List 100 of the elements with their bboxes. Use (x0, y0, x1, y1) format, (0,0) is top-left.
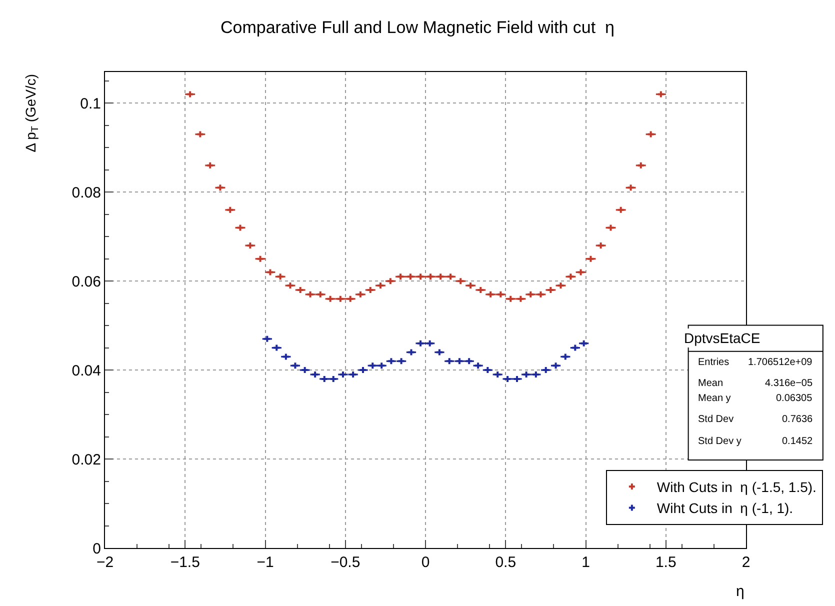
point (578, 269, 584, 276)
point (572, 344, 578, 351)
x-tick-label: −0.5 (330, 554, 360, 571)
point (598, 242, 604, 248)
x-tick-label: 0 (421, 554, 430, 571)
point (478, 286, 484, 293)
point (548, 286, 554, 293)
point (427, 274, 434, 280)
point (638, 162, 644, 168)
point (267, 269, 274, 276)
point (508, 296, 514, 302)
point (523, 372, 530, 378)
point (388, 358, 394, 364)
point (360, 367, 366, 374)
point (418, 340, 424, 346)
point (408, 349, 414, 356)
point (588, 256, 594, 262)
legend-label: Wiht Cuts in η (-1, 1). (656, 500, 794, 516)
point (618, 206, 624, 213)
point (488, 291, 494, 298)
y-tick-label: 0.02 (72, 451, 101, 468)
annotation: Mean y (698, 393, 731, 404)
annotation: Std Dev y (698, 436, 742, 447)
point (282, 354, 289, 360)
point (387, 278, 394, 284)
text: 0.06305 (776, 393, 813, 404)
point (407, 274, 414, 280)
point (498, 291, 504, 298)
point (468, 282, 474, 289)
point (330, 376, 336, 382)
chart-title: Comparative Full and Low Magnetic Field with cut η (220, 18, 615, 38)
point (217, 184, 224, 191)
point (227, 206, 234, 213)
point (514, 376, 520, 382)
point (418, 274, 424, 280)
point (446, 358, 452, 364)
point (357, 291, 364, 298)
point (532, 372, 539, 378)
point (277, 274, 284, 280)
point (378, 362, 385, 369)
point (287, 282, 294, 289)
point (377, 282, 384, 289)
point (297, 286, 304, 293)
point (504, 376, 511, 382)
point (580, 340, 587, 346)
point (628, 184, 634, 191)
point (484, 367, 491, 374)
text: 1.706512e+09 (748, 357, 813, 368)
point (327, 296, 334, 302)
point (307, 291, 314, 298)
point (658, 91, 664, 98)
point (274, 344, 280, 351)
point (398, 358, 404, 364)
point (398, 274, 404, 280)
annotation: Entries (698, 357, 730, 368)
point (562, 354, 568, 360)
point (247, 242, 254, 248)
y-tick-label: 0.1 (80, 95, 101, 112)
annotation: DptvsEtaCE (684, 330, 760, 346)
point (456, 358, 462, 364)
point (187, 91, 194, 98)
point (302, 367, 308, 374)
point (292, 362, 298, 369)
point (466, 358, 472, 364)
point (494, 372, 501, 378)
point (264, 336, 270, 342)
text: 0.1452 (782, 436, 814, 447)
point (552, 362, 559, 369)
x-axis-title: η (736, 583, 744, 600)
point (528, 291, 534, 298)
y-tick-label: 0.08 (72, 184, 101, 202)
x-tick-label: 2 (742, 554, 750, 571)
point (538, 291, 544, 298)
text: 4.316e−05 (765, 378, 813, 389)
point (438, 274, 444, 280)
x-tick-label: −1.5 (170, 554, 200, 571)
point (317, 291, 324, 298)
x-tick-label: 1 (582, 554, 590, 571)
text: 0.7636 (782, 414, 814, 425)
point (367, 286, 374, 293)
point (558, 282, 564, 289)
point (237, 224, 244, 231)
point (197, 131, 204, 138)
point (448, 274, 454, 280)
point (648, 131, 654, 138)
point (518, 296, 524, 302)
point (257, 256, 264, 262)
point (568, 274, 574, 280)
y-tick-label: 0.06 (72, 273, 101, 290)
x-tick-label: 0.5 (495, 554, 516, 571)
legend-label: With Cuts in η (-1.5, 1.5). (656, 478, 816, 495)
point (337, 296, 344, 302)
point (608, 224, 614, 231)
y-tick-label: 0.04 (72, 362, 101, 380)
point (340, 372, 346, 378)
annotation: Std Dev (698, 414, 734, 425)
point (347, 296, 354, 302)
point (436, 349, 442, 356)
x-tick-label: 1.5 (655, 554, 676, 571)
point (426, 340, 433, 346)
